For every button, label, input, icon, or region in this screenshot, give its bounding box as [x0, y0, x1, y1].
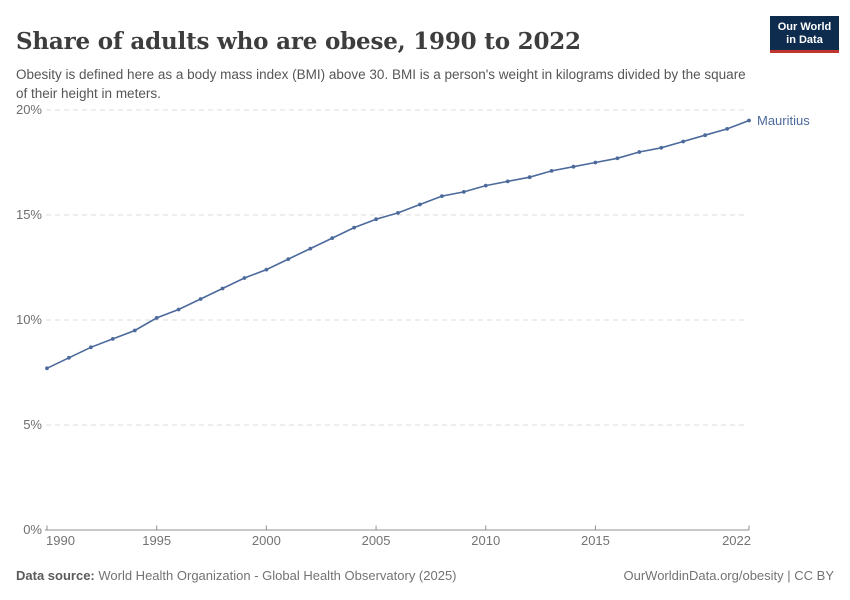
data-point: [220, 286, 225, 291]
data-source-label: Data source:: [16, 568, 95, 583]
footer-citation-link[interactable]: OurWorldinData.org/obesity | CC BY: [623, 568, 835, 583]
data-point: [747, 118, 751, 123]
x-axis-tick-label: 2010: [471, 533, 501, 548]
x-axis-tick-label: 2022: [722, 533, 751, 548]
x-axis-tick-label: 2000: [251, 533, 281, 548]
owid-logo-red-bar: [770, 50, 839, 53]
data-point: [505, 179, 510, 184]
y-axis-tick-label: 20%: [15, 102, 42, 117]
data-point: [89, 345, 93, 350]
data-point: [308, 246, 313, 251]
owid-logo-line1: Our World: [777, 21, 832, 33]
data-point: [286, 257, 291, 261]
data-source-line: Data source: World Health Organization -…: [16, 568, 457, 583]
data-point: [681, 139, 686, 144]
data-point: [264, 267, 269, 272]
data-point: [483, 183, 488, 188]
data-point: [461, 190, 466, 194]
y-axis-tick-label: 5%: [23, 417, 42, 432]
series-label-mauritius: Mauritius: [757, 112, 810, 128]
chart-footer: Data source: World Health Organization -…: [16, 568, 834, 588]
data-point: [703, 133, 707, 138]
y-axis-tick-label: 10%: [15, 312, 42, 327]
data-line-mauritius: [46, 119, 750, 370]
data-point: [637, 150, 642, 154]
data-point: [330, 236, 335, 241]
y-axis-tick-label: 15%: [15, 207, 42, 222]
data-point: [110, 337, 115, 341]
data-point: [176, 307, 181, 312]
data-point: [396, 211, 400, 215]
owid-logo[interactable]: Our World in Data: [770, 16, 839, 53]
x-axis-tick-label: 2005: [361, 533, 391, 548]
data-point: [45, 366, 49, 371]
data-point: [67, 355, 71, 360]
data-point: [725, 126, 729, 131]
data-point: [198, 297, 203, 301]
data-point: [132, 328, 137, 333]
data-point: [615, 156, 620, 161]
data-point: [242, 276, 247, 280]
owid-logo-line2: in Data: [786, 34, 823, 46]
data-point: [440, 194, 444, 199]
data-point: [154, 316, 159, 320]
data-point: [418, 202, 422, 207]
data-point: [593, 160, 598, 165]
data-source-text: World Health Organization - Global Healt…: [94, 568, 457, 583]
y-axis-tick-label: 0%: [23, 522, 42, 537]
data-point: [571, 164, 576, 169]
x-axis-tick-label: 2015: [580, 533, 610, 548]
data-point: [527, 175, 532, 180]
x-axis-tick-label: 1995: [142, 533, 172, 548]
data-point: [659, 145, 664, 150]
x-axis-tick-label: 1990: [46, 533, 75, 548]
data-point: [549, 169, 554, 173]
page-title: Share of adults who are obese, 1990 to 2…: [16, 28, 581, 56]
data-point: [352, 225, 356, 230]
owid-logo-box: Our World in Data: [770, 16, 839, 50]
data-point: [374, 217, 378, 222]
chart-subtitle: Obesity is defined here as a body mass i…: [16, 66, 746, 102]
